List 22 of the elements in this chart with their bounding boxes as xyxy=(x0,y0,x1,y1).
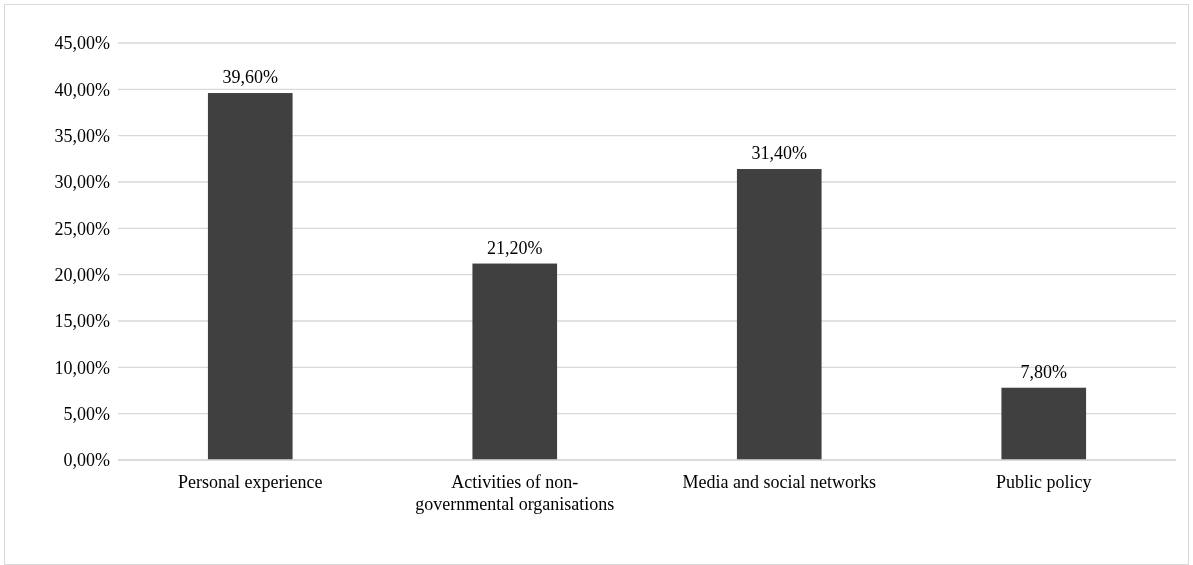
data-label: 21,20% xyxy=(487,237,543,258)
x-tick-label: Public policy xyxy=(996,472,1092,492)
y-tick-label: 15,00% xyxy=(54,311,110,332)
y-tick-label: 25,00% xyxy=(54,218,110,239)
bar xyxy=(472,263,558,460)
y-tick-label: 30,00% xyxy=(54,172,110,193)
x-tick-label: Activities of non-governmental organisations xyxy=(415,472,615,514)
data-label: 31,40% xyxy=(751,143,807,164)
x-tick-label: Personal experience xyxy=(178,472,323,492)
x-tick-label: Media and social networks xyxy=(682,472,876,492)
y-tick-label: 10,00% xyxy=(54,357,110,378)
y-tick-label: 40,00% xyxy=(54,79,110,100)
bar xyxy=(736,169,822,460)
y-tick-label: 45,00% xyxy=(54,33,110,54)
data-label: 7,80% xyxy=(1020,361,1067,382)
data-label: 39,60% xyxy=(222,67,278,88)
y-tick-label: 5,00% xyxy=(63,403,110,424)
y-tick-label: 20,00% xyxy=(54,264,110,285)
bar xyxy=(1001,387,1087,460)
bar xyxy=(207,93,293,460)
y-tick-label: 35,00% xyxy=(54,125,110,146)
y-tick-label: 0,00% xyxy=(63,450,110,471)
